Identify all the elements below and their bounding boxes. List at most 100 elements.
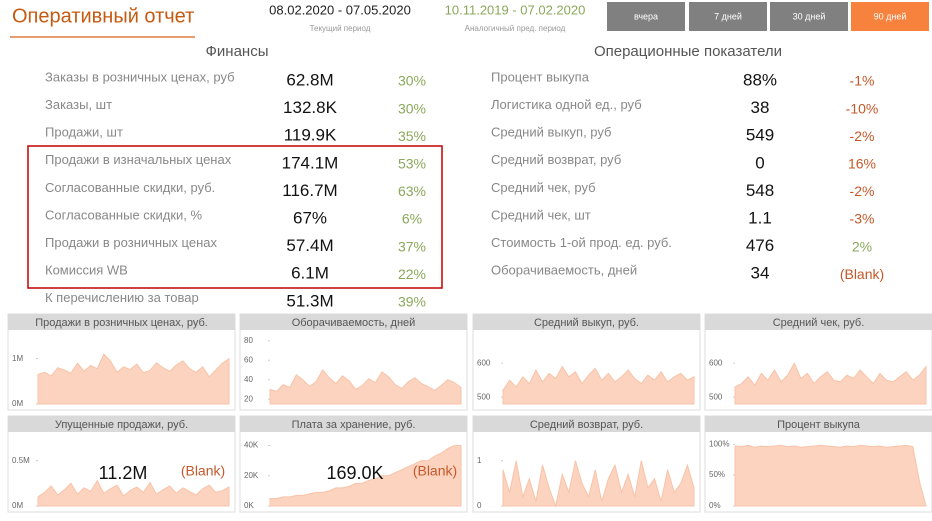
kpi-value: 51.3M: [286, 291, 333, 310]
y-tick-label: 40K: [244, 441, 259, 450]
period-button[interactable]: [607, 2, 685, 31]
y-tick-label: 500: [477, 392, 491, 401]
y-tick-label: 100%: [709, 439, 729, 448]
area: [37, 353, 230, 405]
kpi-label: Заказы в розничных ценах, руб: [45, 69, 235, 84]
kpi-value: 174.1M: [282, 153, 339, 172]
kpi-value: 62.8M: [286, 70, 333, 89]
chart-annotation: 169.0K: [326, 463, 383, 483]
kpi-label: Средний возврат, руб: [491, 152, 621, 167]
y-tick-label: 60: [244, 355, 253, 364]
chart-title: Упущенные продажи, руб.: [55, 419, 188, 431]
button-label[interactable]: 90 дней: [874, 11, 907, 21]
kpi-change: -2%: [850, 128, 875, 144]
y-tick-label: 0.5M: [12, 456, 30, 465]
y-tick-label: 20: [244, 394, 253, 403]
kpi-change: 2%: [852, 238, 872, 254]
kpi-change: (Blank): [840, 266, 884, 282]
kpi-label: Логистика одной ед., руб: [491, 97, 642, 112]
chart-title-bar: [705, 314, 932, 330]
kpi-change: -2%: [850, 183, 875, 199]
chart-title: Средний выкуп, руб.: [534, 317, 639, 329]
prev-period-label: Аналогичный пред. период: [465, 24, 566, 33]
area: [502, 460, 695, 508]
kpi-label: Стоимость 1-ой прод. ед. руб.: [491, 235, 672, 250]
period-button[interactable]: [689, 2, 767, 31]
kpi-label: Продажи в изначальных ценах: [45, 152, 232, 167]
kpi-label: Согласованные скидки, руб.: [45, 180, 215, 195]
chart-title: Процент выкупа: [777, 419, 861, 431]
kpi-change: -3%: [850, 211, 875, 227]
chart-title-bar: [8, 416, 235, 432]
chart-title: Средний чек, руб.: [773, 317, 865, 329]
chart-title: Продажи в розничных ценах, руб.: [35, 317, 208, 329]
kpi-value: 119.9K: [284, 126, 337, 145]
kpi-value: 34: [751, 264, 770, 283]
kpi-value: 476: [746, 236, 774, 255]
kpi-value: 38: [751, 98, 770, 117]
chart-title-bar: [705, 416, 932, 432]
kpi-value: 548: [746, 181, 774, 200]
period-label: Текущий период: [310, 24, 371, 33]
area: [502, 365, 695, 405]
chart-title: Средний возврат, руб.: [530, 419, 643, 431]
kpi-value: 57.4M: [286, 236, 333, 255]
kpi-change: -10%: [846, 100, 879, 116]
highlight-box: [27, 145, 443, 289]
section-title: Финансы: [206, 43, 269, 60]
chart-title-bar: [473, 314, 700, 330]
y-tick-label: 40: [244, 375, 253, 384]
kpi-change: 35%: [398, 128, 426, 144]
kpi-value: 88%: [743, 70, 777, 89]
chart-title: Плата за хранение, руб.: [292, 419, 416, 431]
y-tick-label: 0: [477, 501, 482, 510]
chart-title: Оборачиваемость, дней: [292, 317, 416, 329]
kpi-value: 6.1M: [291, 264, 329, 283]
kpi-change: 30%: [398, 100, 426, 116]
y-tick-label: 0M: [12, 501, 23, 510]
period-button[interactable]: [851, 2, 929, 31]
period: 08.02.2020 - 07.05.2020: [269, 2, 411, 17]
period-button[interactable]: [770, 2, 848, 31]
y-tick-label: 0%: [709, 501, 721, 510]
kpi-value: 0: [755, 153, 764, 172]
area: [734, 444, 927, 507]
kpi-label: Продажи в розничных ценах: [45, 235, 217, 250]
kpi-change: 53%: [398, 156, 426, 172]
kpi-label: Комиссия WB: [45, 263, 128, 278]
kpi-label: Оборачиваемость, дней: [491, 263, 637, 278]
kpi-value: 549: [746, 126, 774, 145]
area: [734, 362, 927, 405]
kpi-change: 37%: [398, 238, 426, 254]
kpi-label: К перечислению за товар: [45, 290, 199, 305]
y-tick-label: 1: [477, 456, 482, 465]
y-tick-label: 20K: [244, 471, 259, 480]
button-label[interactable]: 30 дней: [793, 11, 826, 21]
page-title: Оперативный отчет: [12, 5, 194, 27]
chart-title-bar: [240, 314, 467, 330]
button-label[interactable]: 7 дней: [714, 11, 742, 21]
kpi-value: 132.8K: [283, 98, 338, 117]
y-tick-label: 600: [477, 358, 491, 367]
chart-title-bar: [8, 314, 235, 330]
kpi-value: 1.1: [748, 208, 772, 227]
kpi-label: Продажи, шт: [45, 125, 123, 140]
prev-period: 10.11.2019 - 07.02.2020: [445, 2, 586, 17]
chart-title-bar: [240, 416, 467, 432]
y-tick-label: 1M: [12, 354, 23, 363]
area: [269, 445, 462, 507]
y-tick-label: 0M: [12, 399, 23, 408]
y-tick-label: 500: [709, 392, 723, 401]
kpi-change: 30%: [398, 73, 426, 89]
kpi-value: 67%: [293, 208, 327, 227]
section-title: Операционные показатели: [594, 43, 782, 60]
y-tick-label: 80: [244, 336, 253, 345]
y-tick-label: 600: [709, 358, 723, 367]
chart-annotation: (Blank): [413, 463, 457, 479]
button-label[interactable]: вчера: [634, 11, 658, 21]
area: [37, 479, 230, 507]
kpi-change: 16%: [848, 156, 876, 172]
kpi-change: 6%: [402, 211, 422, 227]
kpi-change: 39%: [398, 294, 426, 310]
